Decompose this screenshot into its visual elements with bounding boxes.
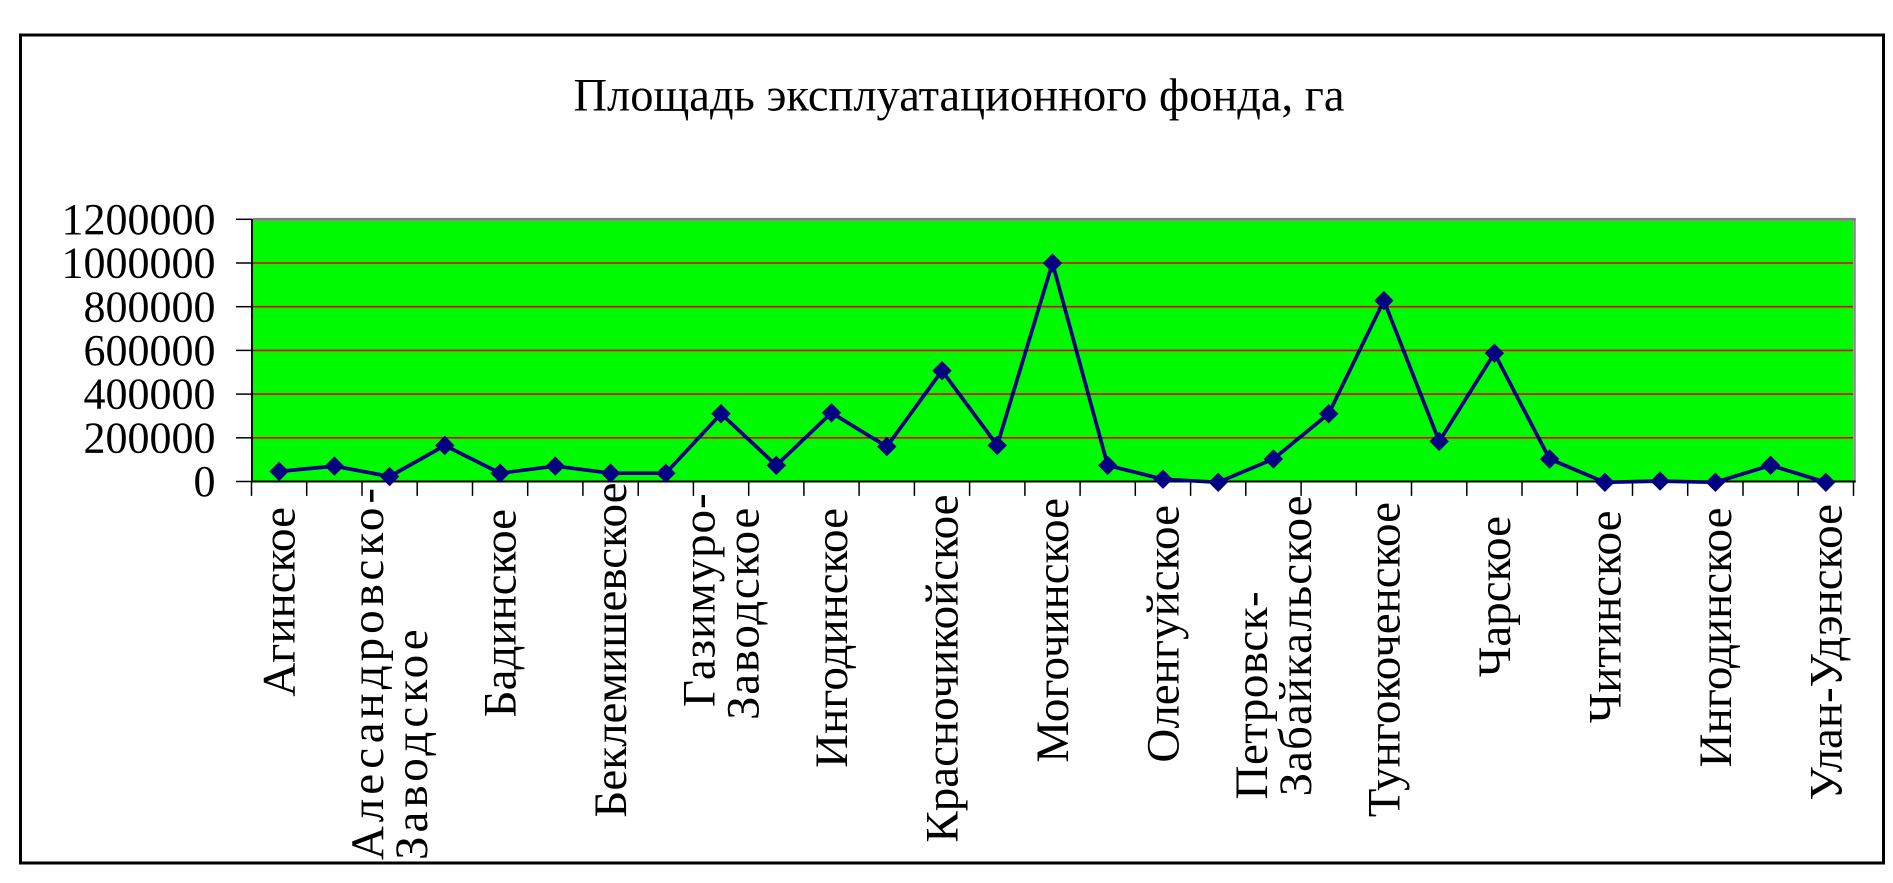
svg-text:Читинское: Читинское [1579,511,1631,724]
svg-text:Чарское: Чарское [1469,516,1521,677]
svg-text:Агинское: Агинское [254,507,306,697]
svg-text:Заводское: Заводское [718,506,770,720]
svg-text:Оленгуйское: Оленгуйское [1138,505,1190,763]
svg-text:Могочинское: Могочинское [1027,498,1079,763]
svg-text:Газимуро-: Газимуро- [674,493,726,708]
svg-text:Бадинское: Бадинское [475,509,527,717]
svg-text:Петровск-: Петровск- [1226,591,1278,800]
svg-text:400000: 400000 [84,370,216,419]
svg-text:0: 0 [194,457,216,506]
svg-text:Красночикойское: Красночикойское [917,495,969,843]
svg-text:Забайкальское: Забайкальское [1270,495,1322,797]
svg-text:200000: 200000 [84,413,216,462]
svg-text:Беклемишевское: Беклемишевское [585,483,637,818]
svg-text:Ингодинское: Ингодинское [1690,508,1742,768]
svg-text:800000: 800000 [84,282,216,331]
svg-text:Алесандровско-: Алесандровско- [342,484,394,860]
svg-text:600000: 600000 [84,326,216,375]
svg-text:Улан-Удэнское: Улан-Удэнское [1800,504,1852,800]
svg-text:Ингодинское: Ингодинское [806,508,858,768]
svg-text:1000000: 1000000 [62,239,216,288]
svg-text:Площадь эксплуатационного фонд: Площадь эксплуатационного фонда, га [573,70,1344,121]
svg-text:1200000: 1200000 [62,195,216,244]
svg-text:Заводское: Заводское [386,625,438,860]
svg-text:Тунгокоченское: Тунгокоченское [1358,502,1410,817]
